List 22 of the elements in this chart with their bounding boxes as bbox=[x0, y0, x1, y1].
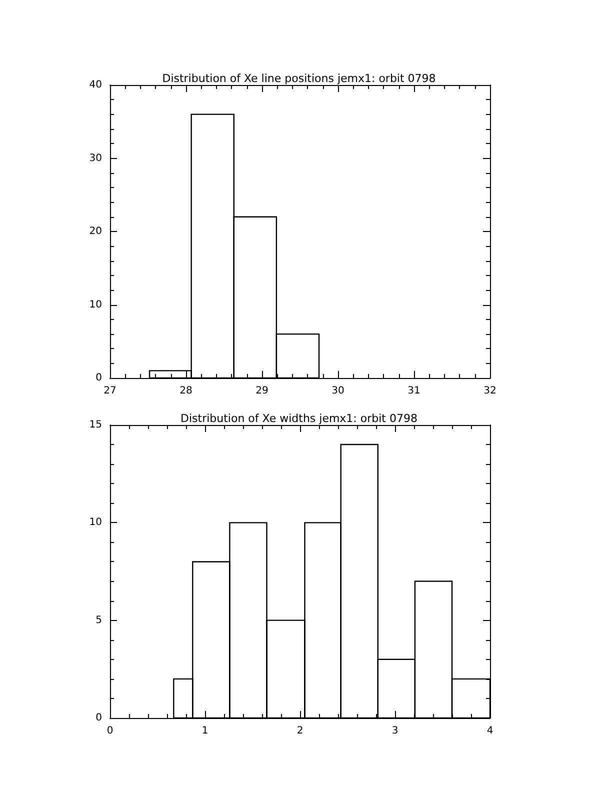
chart-title: Distribution of Xe line positions jemx1: orbit 0798 bbox=[162, 72, 436, 85]
chart-title: Distribution of Xe widths jemx1: orbit 0798 bbox=[180, 412, 418, 425]
x-tick-label: 4 bbox=[486, 726, 494, 736]
y-tick-label: 10 bbox=[89, 517, 102, 528]
x-tick-label: 2 bbox=[296, 726, 304, 736]
x-tick-label: 32 bbox=[484, 386, 496, 396]
y-tick-label: 20 bbox=[89, 226, 102, 237]
y-tick-label: 30 bbox=[89, 152, 102, 164]
x-tick-label: 1 bbox=[202, 726, 208, 736]
x-tick-label: 0 bbox=[106, 726, 114, 736]
x-tick-label: 27 bbox=[104, 386, 116, 396]
x-tick-label: 30 bbox=[332, 386, 344, 396]
y-tick-label: 40 bbox=[89, 80, 102, 90]
x-tick-label: 3 bbox=[392, 726, 398, 736]
y-tick-label: 10 bbox=[89, 299, 102, 310]
y-tick-label: 0 bbox=[96, 372, 102, 384]
y-tick-label: 0 bbox=[96, 712, 102, 724]
x-tick-label: 31 bbox=[408, 386, 420, 396]
x-tick-label: 28 bbox=[180, 386, 192, 396]
y-tick-label: 5 bbox=[96, 614, 102, 626]
y-tick-label: 15 bbox=[89, 420, 102, 430]
x-tick-label: 29 bbox=[256, 386, 268, 396]
